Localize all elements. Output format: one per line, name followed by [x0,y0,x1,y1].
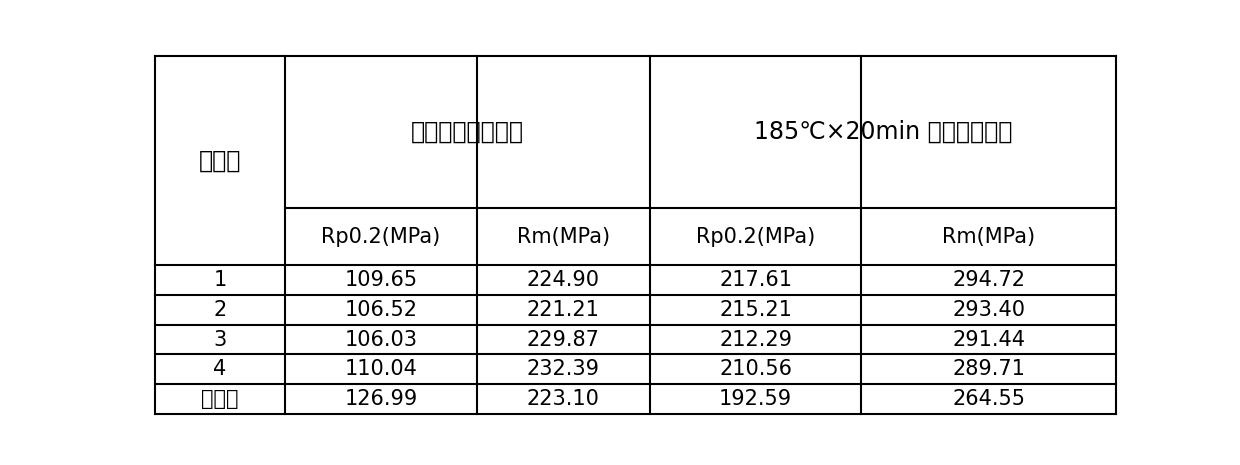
Text: 110.04: 110.04 [345,359,418,379]
Text: 1: 1 [213,270,227,290]
Text: 实施例: 实施例 [198,148,241,173]
Text: 217.61: 217.61 [719,270,792,290]
Text: Rp0.2(MPa): Rp0.2(MPa) [696,226,815,246]
Text: 223.10: 223.10 [527,389,600,409]
Text: 289.71: 289.71 [952,359,1025,379]
Text: 264.55: 264.55 [952,389,1025,409]
Text: 293.40: 293.40 [952,300,1025,320]
Text: 106.03: 106.03 [345,330,418,350]
Text: Rp0.2(MPa): Rp0.2(MPa) [321,226,440,246]
Text: 185℃×20min 模拟烤漆处理: 185℃×20min 模拟烤漆处理 [754,120,1012,144]
Text: 4: 4 [213,359,227,379]
Text: 供货状态性能指标: 供货状态性能指标 [410,120,523,144]
Text: 3: 3 [213,330,227,350]
Text: 229.87: 229.87 [527,330,600,350]
Text: 221.21: 221.21 [527,300,600,320]
Text: 109.65: 109.65 [345,270,418,290]
Text: 126.99: 126.99 [345,389,418,409]
Text: Rm(MPa): Rm(MPa) [942,226,1035,246]
Text: 212.29: 212.29 [719,330,792,350]
Text: 210.56: 210.56 [719,359,792,379]
Text: Rm(MPa): Rm(MPa) [517,226,610,246]
Text: 291.44: 291.44 [952,330,1025,350]
Text: 224.90: 224.90 [527,270,600,290]
Text: 比较例: 比较例 [201,389,238,409]
Text: 106.52: 106.52 [345,300,418,320]
Text: 232.39: 232.39 [527,359,600,379]
Text: 294.72: 294.72 [952,270,1025,290]
Text: 192.59: 192.59 [719,389,792,409]
Text: 2: 2 [213,300,227,320]
Text: 215.21: 215.21 [719,300,792,320]
